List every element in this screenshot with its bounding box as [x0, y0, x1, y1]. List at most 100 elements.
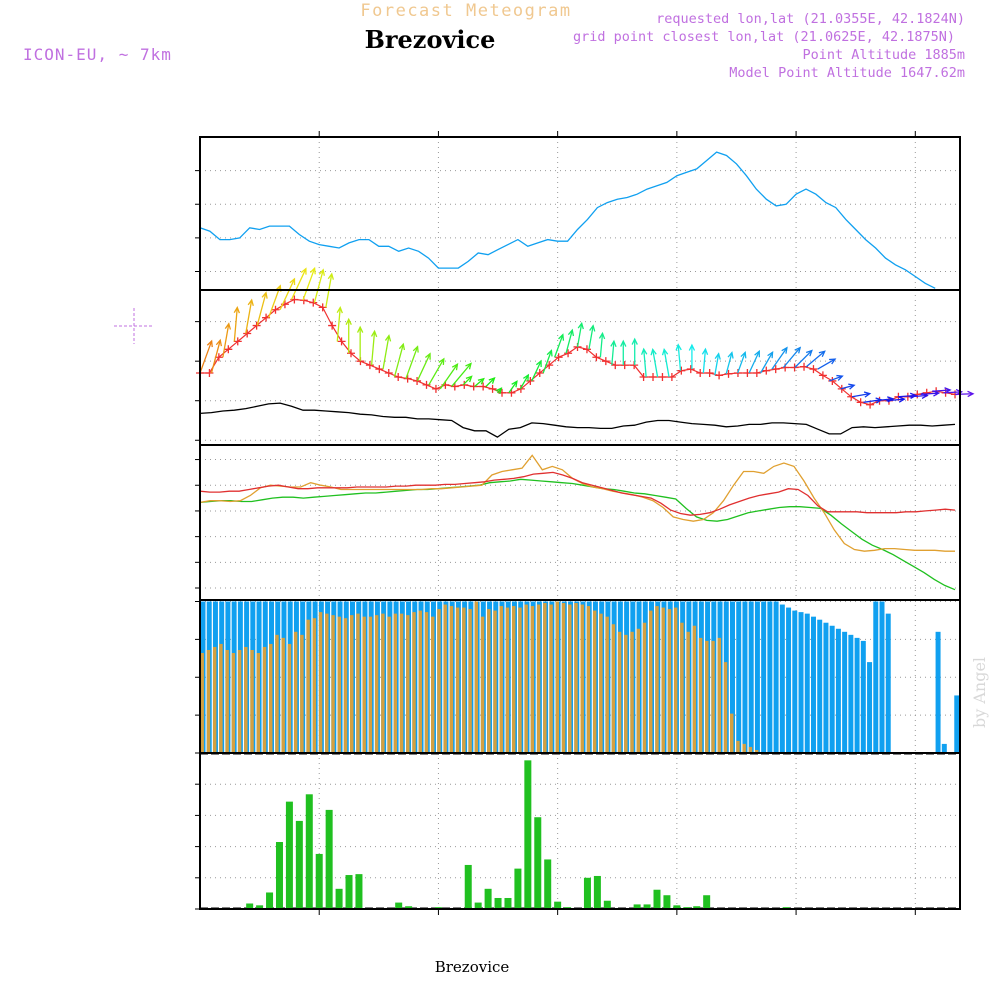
low-cloud-bar [449, 606, 454, 753]
wind-arrowhead [370, 329, 378, 338]
low-cloud-bar [717, 637, 721, 753]
wind-arrow [210, 340, 221, 374]
wind-arrow [370, 331, 376, 366]
gust-marker [809, 365, 818, 374]
precip-bar [246, 903, 254, 909]
precip-bar [484, 888, 492, 909]
precip-bar [673, 905, 681, 909]
wind-arrowhead [384, 334, 392, 342]
total-cloud-bar [779, 604, 785, 753]
low-cloud-bar [599, 613, 603, 753]
wind-arrow [840, 384, 855, 390]
low-cloud-bar [318, 612, 323, 753]
low-cloud-bar [748, 746, 753, 753]
wind-arrowhead [233, 306, 241, 314]
wind-arrowhead [688, 343, 696, 351]
low-cloud-bar [275, 634, 279, 753]
low-cloud-bar [381, 613, 385, 753]
wind-arrowhead [300, 267, 307, 275]
wind-arrowhead [781, 346, 788, 354]
wind-arrowhead [567, 328, 575, 337]
wind-arrow [256, 292, 267, 326]
wind-arrow [245, 299, 253, 334]
low-cloud-bar [692, 625, 697, 753]
total-cloud-bar [873, 601, 879, 753]
wind-arrow [677, 344, 682, 371]
wind-arrow [554, 334, 564, 358]
precip-bar [653, 889, 661, 909]
wind-arrowhead [412, 345, 419, 353]
sfc-temp-line [199, 454, 955, 552]
wind-arrow [393, 343, 404, 378]
wind-arrow [405, 346, 419, 379]
precip-bar [474, 902, 482, 909]
low-cloud-bar [754, 749, 759, 753]
wind-arrow [382, 335, 390, 370]
low-cloud-bar [437, 609, 441, 753]
gust-marker [611, 361, 620, 370]
wind-arrowhead [261, 291, 268, 299]
low-cloud-bar [412, 612, 416, 753]
wind-arrowhead [424, 352, 431, 360]
wind-arrowhead [451, 363, 459, 371]
wind-arrowhead [589, 324, 596, 332]
low-cloud-bar [555, 601, 560, 753]
wind-arrow [851, 392, 870, 398]
low-cloud-bar [387, 616, 391, 753]
low-cloud-bar [723, 662, 728, 753]
precip-bar [703, 895, 711, 909]
precip-bar [395, 902, 403, 909]
precip-bar [554, 901, 562, 909]
gust-marker [309, 298, 318, 307]
wind-arrowhead [848, 383, 856, 390]
wind-arrow [268, 285, 281, 318]
low-cloud-bar [430, 616, 435, 753]
low-cloud-bar [736, 740, 740, 753]
precip-bar [583, 877, 591, 909]
wind-arrowhead [740, 350, 747, 359]
low-cloud-bar [474, 601, 479, 753]
gust-marker [649, 372, 658, 381]
temp-2m-line [199, 471, 956, 516]
precip-bar [534, 817, 542, 909]
total-cloud-bar [941, 743, 947, 753]
wind-arrowhead [215, 338, 223, 347]
wind-arrowhead [309, 266, 316, 275]
wind-arrowhead [836, 374, 844, 381]
low-cloud-bar [356, 613, 360, 753]
low-cloud-bar [219, 643, 223, 753]
wind-arrow [290, 268, 307, 300]
panel-frame [199, 752, 961, 910]
precip-bar [633, 904, 641, 909]
low-cloud-bar [524, 604, 528, 753]
total-cloud-bar [773, 601, 779, 753]
wind-arrow [897, 394, 916, 398]
total-cloud-bar [954, 695, 960, 753]
low-cloud-bar [293, 631, 298, 753]
wind-arrowhead [909, 392, 918, 400]
wind-arrow [462, 375, 473, 386]
low-cloud-bar [686, 631, 690, 753]
wind-arrowhead [495, 387, 503, 395]
precip-bar [305, 794, 313, 909]
gust-marker [498, 388, 507, 397]
gust-marker [658, 372, 667, 381]
total-cloud-bar [854, 637, 860, 753]
low-cloud-bar [256, 653, 260, 753]
total-cloud-bar [798, 612, 804, 753]
low-cloud-bar [742, 743, 746, 753]
model-label: ICON-EU, ~ 7km [23, 45, 172, 64]
low-cloud-bar [655, 606, 659, 753]
total-cloud-bar [792, 610, 798, 753]
low-cloud-bar [630, 631, 634, 753]
wind-arrow [485, 377, 495, 387]
low-cloud-bar [530, 606, 535, 753]
wind-arrowhead [863, 391, 872, 398]
model-altitude: Model Point Altitude 1647.62m [729, 65, 965, 81]
low-cloud-bar [518, 607, 522, 753]
low-cloud-bar [212, 646, 217, 753]
low-cloud-bar [374, 615, 379, 753]
wind-arrow [199, 340, 213, 374]
wind-arrow [542, 350, 553, 374]
precip-bar [295, 820, 303, 909]
